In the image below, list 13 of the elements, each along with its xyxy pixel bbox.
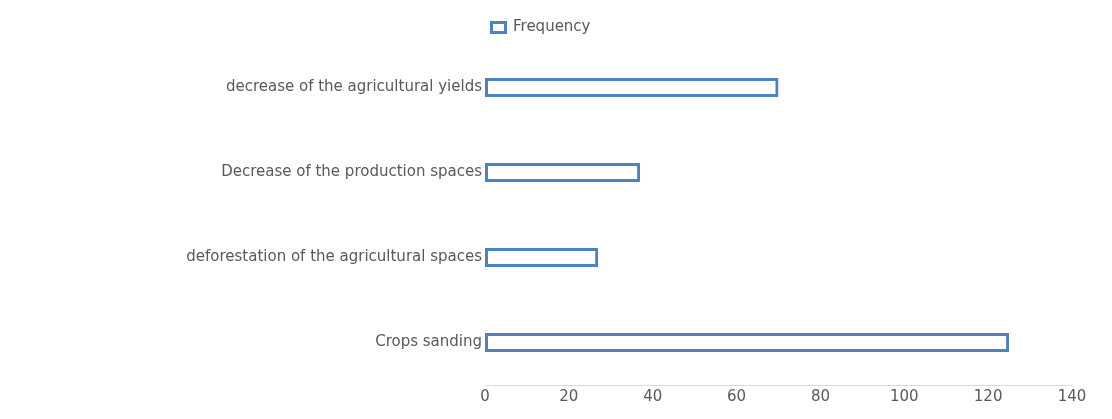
legend-label: Frequency — [513, 17, 591, 36]
y-tick-label: Decrease of the production spaces — [221, 162, 483, 181]
x-tick-label: 60 — [727, 386, 747, 405]
x-tick-label: 20 — [559, 386, 579, 405]
y-tick-label: deforestation of the agricultural spaces — [186, 247, 483, 266]
x-tick-label: 140 — [1057, 386, 1087, 405]
x-tick-label: 0 — [480, 386, 490, 405]
y-tick-label: decrease of the agricultural yields — [225, 77, 483, 96]
x-tick-label: 80 — [810, 386, 830, 405]
x-tick-label: 120 — [973, 386, 1003, 405]
y-tick-label: Crops sanding — [375, 332, 482, 351]
x-tick-label: 40 — [643, 386, 663, 405]
x-tick-label: 100 — [889, 386, 919, 405]
